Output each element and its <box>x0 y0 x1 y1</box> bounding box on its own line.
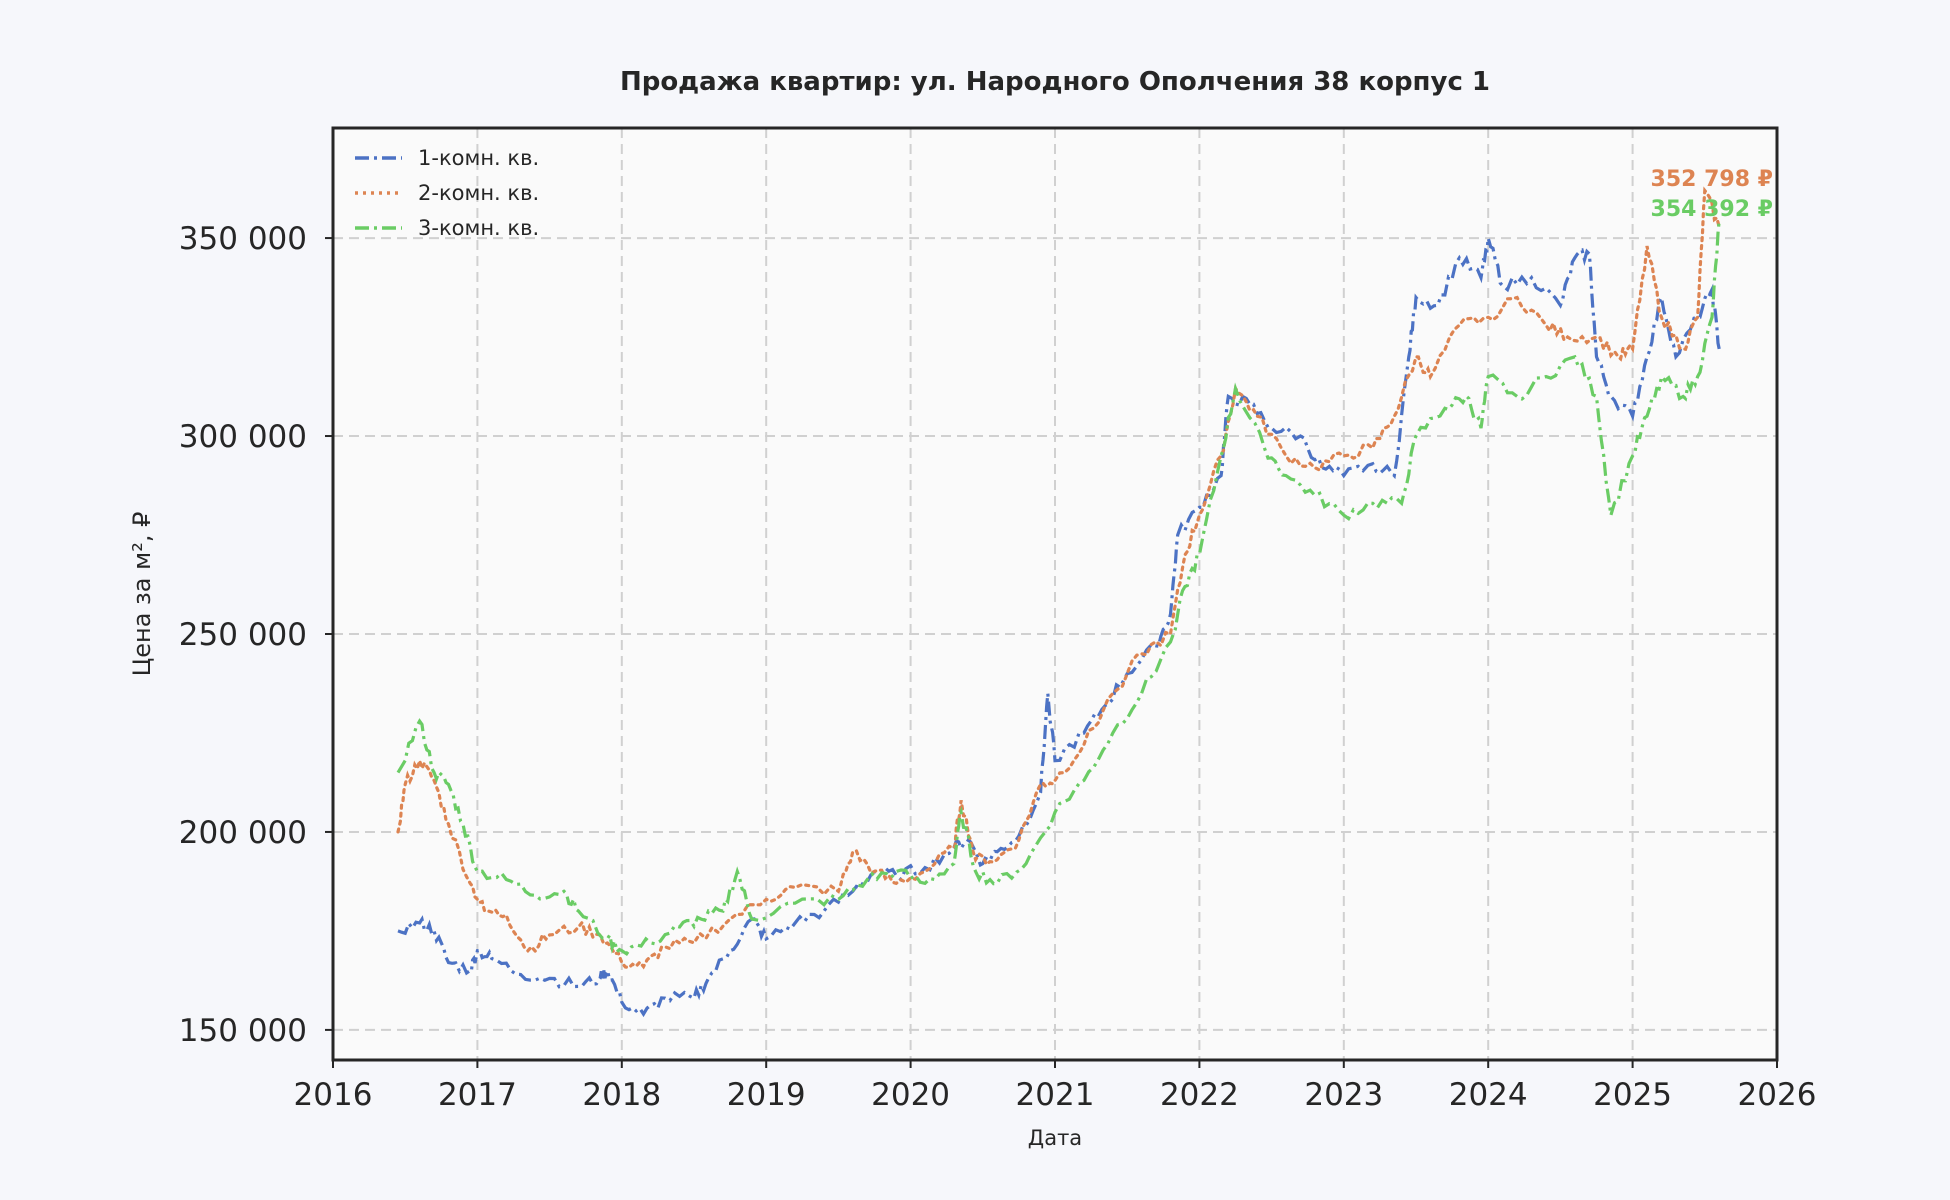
series-lines <box>396 186 1721 1018</box>
y-tick-label: 300 000 <box>179 419 307 455</box>
legend: 1-комн. кв. 2-комн. кв. 3-комн. кв. <box>355 146 539 240</box>
end-value-label: 354 392 ₽ <box>1651 197 1773 222</box>
legend-label: 3-комн. кв. <box>418 216 539 240</box>
x-axis-label: Дата <box>1028 1126 1082 1150</box>
series-line <box>397 237 1721 1018</box>
x-tick-label: 2023 <box>1304 1077 1383 1113</box>
end-value-label: 352 798 ₽ <box>1651 167 1773 192</box>
y-tick-label: 250 000 <box>179 617 307 653</box>
x-axis-ticks: 2016 2017 2018 2019 2020 2021 2022 2023 2024 2025… <box>294 1060 1817 1113</box>
series-line <box>396 186 1721 970</box>
x-tick-label: 2020 <box>871 1077 950 1113</box>
y-axis-ticks: 150 000 200 000 250 000 300 000 350 000 <box>179 221 333 1049</box>
y-tick-label: 200 000 <box>179 815 307 851</box>
y-axis-label: Цена за м², ₽ <box>128 512 156 677</box>
x-tick-label: 2024 <box>1449 1077 1528 1113</box>
x-tick-label: 2022 <box>1160 1077 1239 1113</box>
chart-title: Продажа квартир: ул. Народного Ополчения… <box>620 67 1490 97</box>
y-tick-label: 150 000 <box>179 1013 307 1049</box>
y-tick-label: 350 000 <box>179 221 307 257</box>
x-tick-label: 2018 <box>582 1077 661 1113</box>
end-labels: 352 798 ₽ 354 392 ₽ <box>1651 167 1773 222</box>
x-tick-label: 2017 <box>438 1077 517 1113</box>
legend-label: 2-комн. кв. <box>418 181 539 205</box>
x-tick-label: 2026 <box>1738 1077 1817 1113</box>
legend-label: 1-комн. кв. <box>418 146 539 170</box>
x-tick-label: 2016 <box>294 1077 373 1113</box>
series-line <box>396 220 1721 956</box>
x-tick-label: 2025 <box>1593 1077 1672 1113</box>
x-tick-label: 2019 <box>727 1077 806 1113</box>
x-tick-label: 2021 <box>1016 1077 1095 1113</box>
